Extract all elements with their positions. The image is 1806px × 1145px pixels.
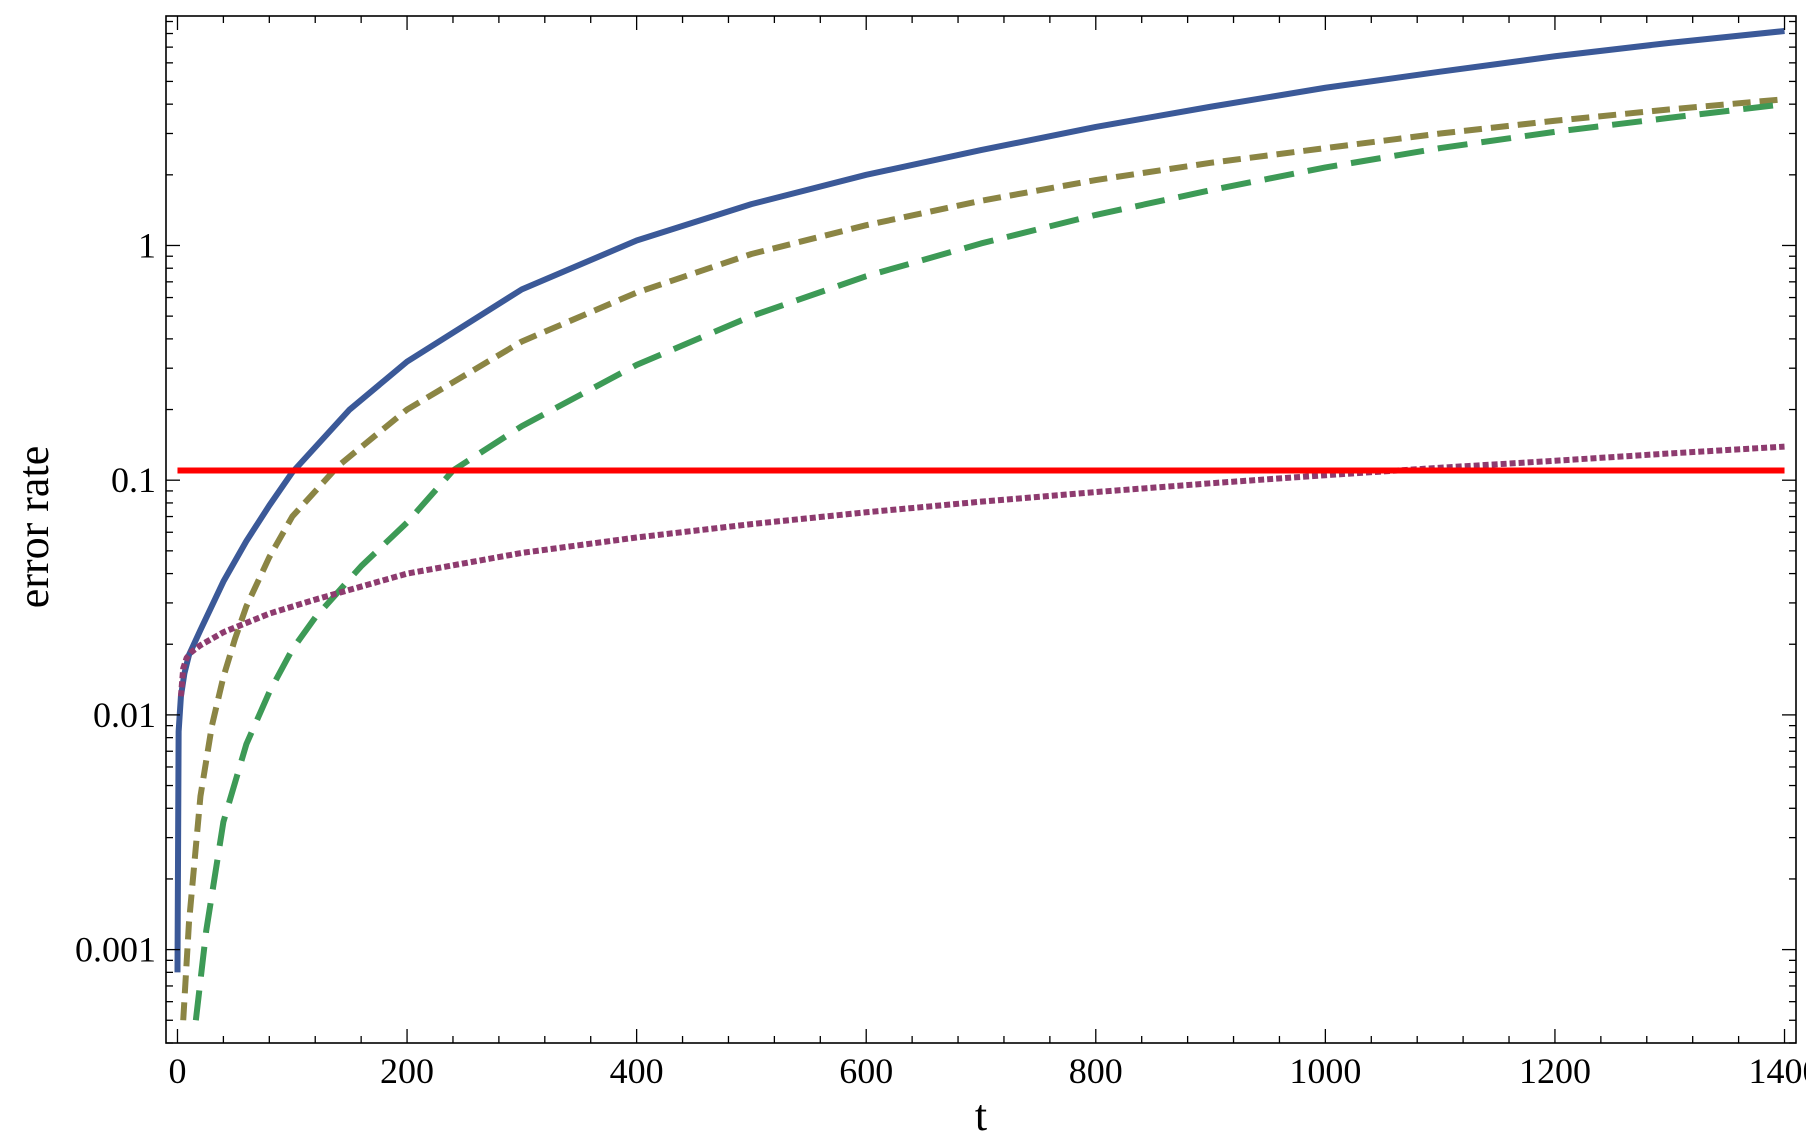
y-tick-label: 0.1 [111, 460, 156, 500]
y-tick-label: 0.01 [93, 695, 156, 735]
x-tick-label: 400 [610, 1051, 664, 1091]
plot-frame [165, 15, 1797, 1044]
series-line-3 [192, 101, 1785, 1021]
tick-layer [166, 16, 1796, 1044]
y-tick-label: 0.001 [75, 930, 156, 970]
series-layer [174, 28, 1785, 1021]
x-tick-label: 1000 [1289, 1051, 1361, 1091]
y-axis-title: error rate [9, 446, 58, 608]
x-axis-title: t [975, 1091, 987, 1140]
x-tick-label: 200 [380, 1051, 434, 1091]
x-tick-label: 1200 [1519, 1051, 1591, 1091]
x-tick-label: 0 [168, 1051, 186, 1091]
series-line-2 [180, 96, 1785, 1021]
y-tick-label: 1 [138, 225, 156, 265]
x-tick-label: 800 [1069, 1051, 1123, 1091]
x-tick-label: 600 [839, 1051, 893, 1091]
